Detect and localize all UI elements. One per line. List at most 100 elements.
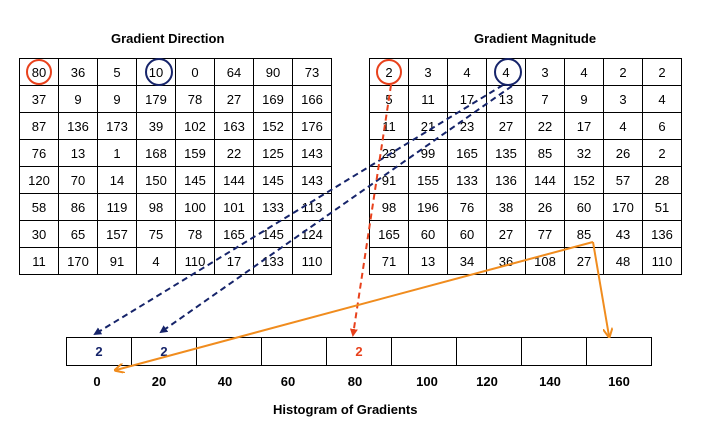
magnitude-grid-cell: 34	[447, 247, 487, 275]
magnitude-grid-cell: 13	[408, 247, 448, 275]
direction-grid-cell: 98	[136, 193, 176, 221]
direction-grid-cell: 133	[253, 247, 293, 275]
direction-grid-cell: 73	[292, 58, 332, 86]
direction-grid-cell: 145	[253, 166, 293, 194]
direction-grid-cell: 78	[175, 85, 215, 113]
magnitude-grid-cell: 60	[447, 220, 487, 248]
magnitude-grid-cell: 7	[525, 85, 565, 113]
magnitude-grid-cell: 48	[603, 247, 643, 275]
magnitude-grid-cell: 4	[642, 85, 682, 113]
magnitude-grid-row: 98 196 76 38 26 60 170 51	[369, 193, 682, 221]
magnitude-grid-cell: 85	[525, 139, 565, 167]
direction-grid-cell: 78	[175, 220, 215, 248]
histogram-bin-0: 2	[66, 337, 132, 366]
magnitude-grid-cell: 76	[447, 193, 487, 221]
magnitude-grid-cell: 170	[603, 193, 643, 221]
orange-arrow-to-bin-160	[592, 241, 609, 336]
histogram-bin-80: 2	[326, 337, 392, 366]
magnitude-grid-cell: 144	[525, 166, 565, 194]
gradient-magnitude-title: Gradient Magnitude	[474, 31, 597, 46]
magnitude-grid-row: 91 155 133 136 144 152 57 28	[369, 166, 682, 194]
magnitude-grid-cell: 17	[447, 85, 487, 113]
magnitude-grid-cell: 165	[369, 220, 409, 248]
magnitude-grid-cell: 6	[642, 112, 682, 140]
direction-grid-cell: 75	[136, 220, 176, 248]
direction-highlight-blue-circle	[145, 58, 173, 86]
direction-grid-row: 87 136 173 39 102 163 152 176	[19, 112, 332, 140]
direction-grid-cell: 143	[292, 166, 332, 194]
direction-grid-cell: 110	[292, 247, 332, 275]
histogram-bin-label: 60	[280, 374, 296, 389]
direction-grid-cell: 30	[19, 220, 59, 248]
magnitude-grid-cell: 38	[486, 193, 526, 221]
histogram-bin-100	[391, 337, 457, 366]
histogram-bin-label: 40	[217, 374, 233, 389]
direction-grid-cell: 176	[292, 112, 332, 140]
histogram-bin-label: 0	[93, 374, 101, 389]
direction-grid-cell: 22	[214, 139, 254, 167]
magnitude-grid-cell: 85	[564, 220, 604, 248]
histogram-bin-label: 140	[539, 374, 561, 389]
gradient-direction-grid: 80 36 5 10 0 64 90 73 37 9 9 179 78 27 169 166 87 136 173 3…	[19, 58, 332, 275]
magnitude-grid-cell: 91	[369, 166, 409, 194]
magnitude-grid-cell: 3	[408, 58, 448, 86]
direction-grid-cell: 90	[253, 58, 293, 86]
magnitude-grid-cell: 60	[564, 193, 604, 221]
magnitude-grid-row: 51117137934	[369, 85, 682, 113]
gradient-magnitude-grid: 2344342251117137934112123272217462399165…	[369, 58, 682, 275]
direction-grid-cell: 113	[292, 193, 332, 221]
direction-grid-cell: 76	[19, 139, 59, 167]
direction-grid-cell: 58	[19, 193, 59, 221]
direction-grid-row: 30 65 157 75 78 165 145 124	[19, 220, 332, 248]
blue-arrow-to-bin-0	[93, 84, 504, 336]
magnitude-grid-cell: 60	[408, 220, 448, 248]
histogram-bin-60	[261, 337, 327, 366]
histogram-bin-160	[586, 337, 652, 366]
gradient-direction-title: Gradient Direction	[111, 31, 225, 46]
magnitude-grid-cell: 26	[603, 139, 643, 167]
direction-grid-cell: 170	[58, 247, 98, 275]
direction-highlight-red-circle	[26, 59, 52, 85]
magnitude-grid-cell: 3	[603, 85, 643, 113]
direction-grid-cell: 150	[136, 166, 176, 194]
magnitude-grid-cell: 71	[369, 247, 409, 275]
orange-arrow-to-zero	[116, 241, 594, 370]
histogram-bin-120	[456, 337, 522, 366]
magnitude-grid-cell: 110	[642, 247, 682, 275]
histogram-title: Histogram of Gradients	[273, 402, 418, 417]
blue-arrow-to-bin-20	[159, 85, 513, 334]
magnitude-grid-cell: 4	[564, 58, 604, 86]
direction-grid-cell: 173	[97, 112, 137, 140]
direction-grid-cell: 144	[214, 166, 254, 194]
direction-grid-cell: 91	[97, 247, 137, 275]
red-arrow-to-bin-80	[349, 84, 392, 337]
magnitude-grid-cell: 11	[408, 85, 448, 113]
direction-grid-cell: 65	[58, 220, 98, 248]
magnitude-grid-cell: 99	[408, 139, 448, 167]
direction-grid-cell: 119	[97, 193, 137, 221]
direction-grid-cell: 163	[214, 112, 254, 140]
magnitude-grid-cell: 27	[486, 112, 526, 140]
magnitude-grid-cell: 165	[447, 139, 487, 167]
magnitude-grid-cell: 98	[369, 193, 409, 221]
magnitude-grid-cell: 28	[642, 166, 682, 194]
direction-grid-cell: 143	[292, 139, 332, 167]
histogram-bin-label: 80	[347, 374, 363, 389]
direction-grid-cell: 14	[97, 166, 137, 194]
direction-grid-cell: 80	[19, 58, 59, 86]
direction-grid-cell: 11	[19, 247, 59, 275]
direction-grid-cell: 152	[253, 112, 293, 140]
magnitude-grid-cell: 51	[642, 193, 682, 221]
direction-grid-cell: 64	[214, 58, 254, 86]
histogram-bin-label: 100	[416, 374, 438, 389]
direction-grid-cell: 9	[58, 85, 98, 113]
histogram-bin-label: 120	[476, 374, 498, 389]
magnitude-grid-cell: 2	[642, 58, 682, 86]
histogram-bin-label: 20	[151, 374, 167, 389]
histogram-bin-label: 160	[608, 374, 630, 389]
direction-grid-cell: 0	[175, 58, 215, 86]
magnitude-grid-cell: 133	[447, 166, 487, 194]
